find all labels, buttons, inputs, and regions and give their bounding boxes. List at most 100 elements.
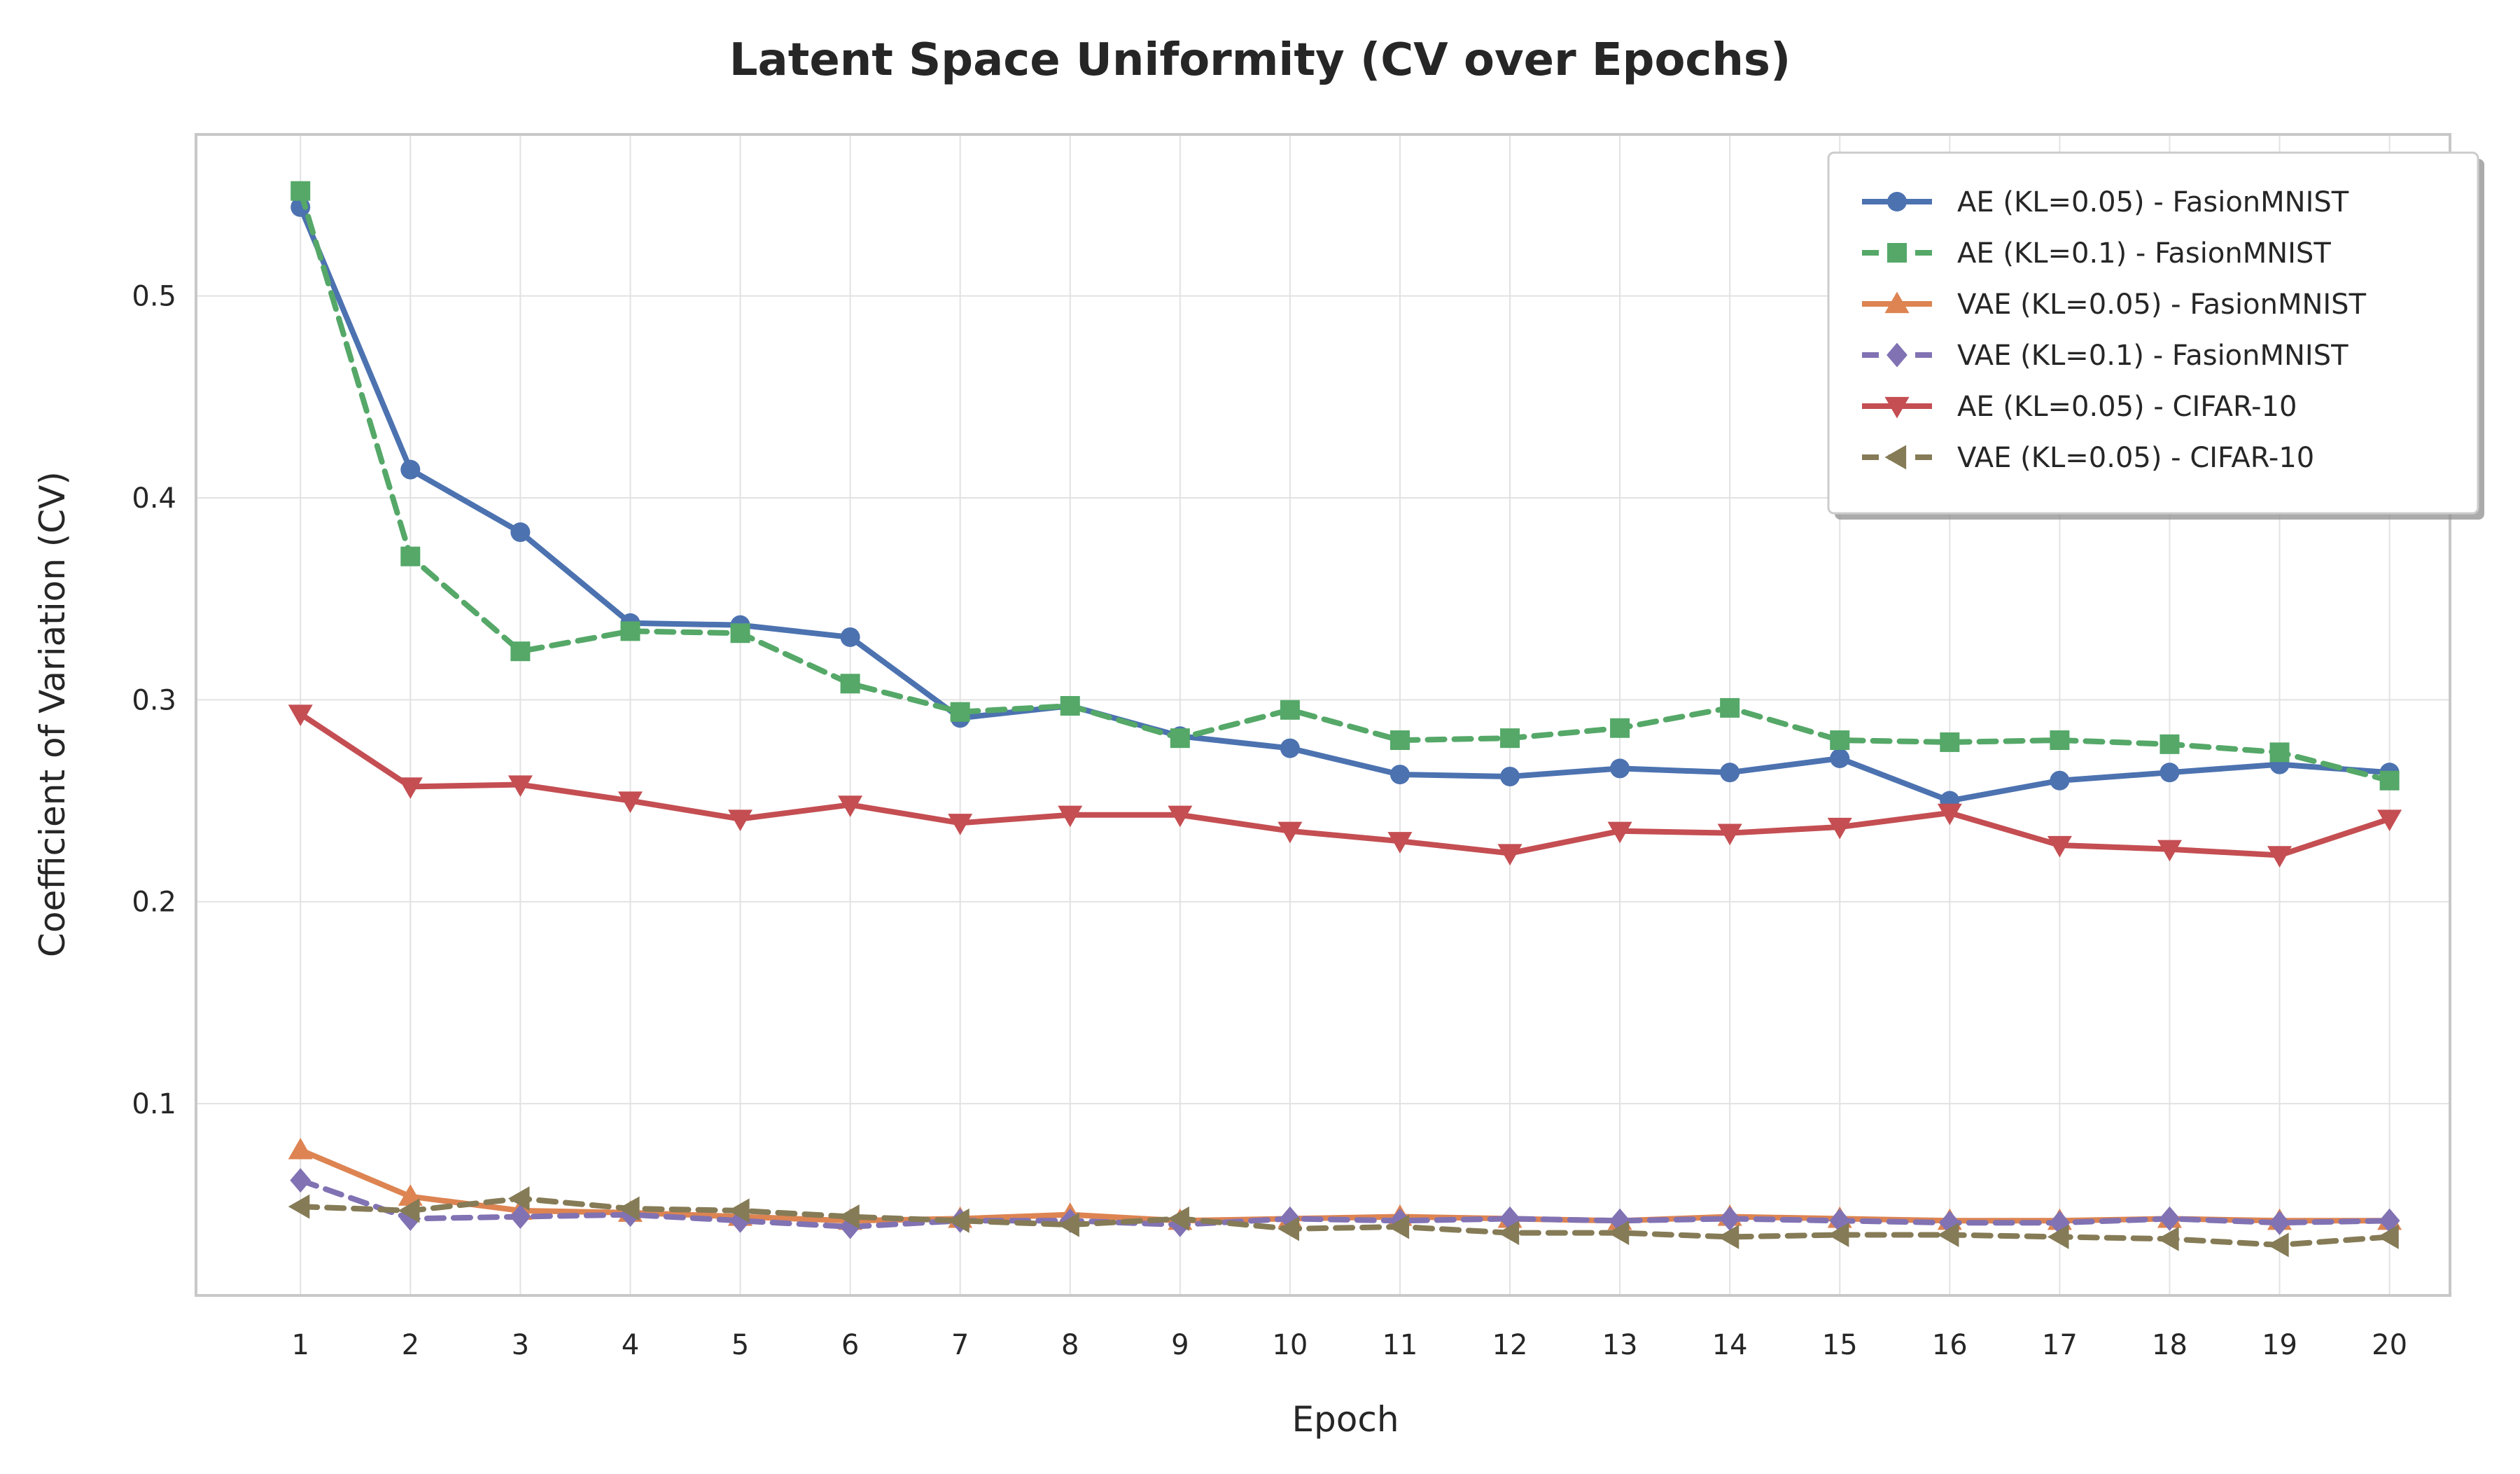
- legend-marker: [1884, 445, 1907, 470]
- data-point: [840, 627, 860, 647]
- legend-item: VAE (KL=0.05) - CIFAR-10: [1862, 442, 2314, 474]
- x-tick-label: 4: [622, 1329, 639, 1361]
- series-line: [298, 1147, 2393, 1224]
- data-point: [1278, 1216, 1300, 1242]
- data-point: [1170, 728, 1190, 749]
- legend-label: AE (KL=0.05) - CIFAR-10: [1957, 391, 2297, 423]
- legend-item: AE (KL=0.05) - CIFAR-10: [1862, 391, 2297, 423]
- data-point: [288, 1194, 310, 1219]
- data-point: [288, 1137, 313, 1160]
- data-point: [948, 814, 973, 835]
- x-tick-label: 12: [1492, 1329, 1528, 1361]
- legend-marker: [1886, 342, 1907, 368]
- x-tick-label: 18: [2152, 1329, 2188, 1361]
- data-point: [1719, 1206, 1741, 1231]
- legend-label: VAE (KL=0.05) - FasionMNIST: [1957, 288, 2367, 321]
- data-point: [2047, 835, 2072, 858]
- legend-box: [1827, 151, 2479, 515]
- data-point: [1390, 765, 1410, 785]
- x-tick-label: 5: [732, 1329, 749, 1361]
- data-point: [510, 641, 531, 662]
- data-point: [290, 181, 311, 201]
- data-point: [290, 1168, 312, 1193]
- data-point: [730, 623, 750, 644]
- data-point: [2269, 1210, 2290, 1235]
- data-point: [2047, 1224, 2069, 1249]
- y-tick-label: 0.4: [132, 482, 176, 515]
- x-tick-label: 9: [1171, 1329, 1189, 1361]
- x-tick-label: 15: [1822, 1329, 1858, 1361]
- data-point: [2160, 763, 2180, 783]
- legend-marker: [1887, 192, 1907, 211]
- data-point: [1607, 821, 1632, 844]
- data-point: [1058, 1212, 1079, 1237]
- series-6: [288, 1186, 2399, 1258]
- plot-frame: [195, 133, 2451, 1297]
- chart-title: Latent Space Uniformity (CV over Epochs): [729, 34, 1791, 86]
- data-point: [948, 1208, 969, 1233]
- data-point: [2267, 1232, 2289, 1258]
- legend-marker: [1887, 243, 1907, 263]
- data-point: [507, 775, 533, 797]
- x-tick-label: 7: [951, 1329, 969, 1361]
- legend-item: VAE (KL=0.1) - FasionMNIST: [1862, 340, 2348, 372]
- series-layer: [288, 181, 2402, 1258]
- data-point: [1827, 817, 1852, 840]
- x-tick-label: 14: [1712, 1329, 1748, 1361]
- data-point: [840, 674, 860, 694]
- data-point: [2267, 846, 2292, 868]
- data-point: [1717, 1224, 1740, 1249]
- data-point: [398, 1198, 420, 1223]
- data-point: [1168, 1206, 1189, 1231]
- data-point: [620, 621, 640, 641]
- series-line: [298, 711, 2393, 858]
- data-point: [1830, 730, 1850, 751]
- x-tick-label: 10: [1272, 1329, 1308, 1361]
- data-point: [728, 1198, 750, 1223]
- x-tick-label: 2: [402, 1329, 419, 1361]
- data-point: [1058, 805, 1083, 828]
- x-tick-label: 8: [1061, 1329, 1079, 1361]
- series-line: [298, 1195, 2393, 1248]
- data-point: [1500, 728, 1520, 749]
- data-point: [1940, 732, 1960, 752]
- data-point: [2379, 1208, 2400, 1233]
- data-point: [1610, 718, 1630, 738]
- data-point: [507, 1186, 530, 1211]
- data-point: [1830, 748, 1850, 768]
- data-point: [1497, 844, 1522, 866]
- data-point: [1720, 763, 1740, 783]
- legend-label: VAE (KL=0.1) - FasionMNIST: [1957, 340, 2348, 372]
- x-tick-label: 20: [2372, 1329, 2407, 1361]
- y-tick-label: 0.3: [132, 684, 176, 716]
- legend: AE (KL=0.05) - FasionMNIST AE (KL=0.1) - …: [1827, 151, 2484, 520]
- data-point: [1717, 823, 1742, 846]
- x-tick-label: 11: [1382, 1329, 1418, 1361]
- y-axis-label: Coefficient of Variation (CV): [32, 471, 73, 957]
- data-point: [1497, 1221, 1520, 1246]
- series-line: [298, 204, 2393, 804]
- legend-item: AE (KL=0.1) - FasionMNIST: [1862, 237, 2331, 270]
- data-point: [1937, 1222, 1959, 1247]
- data-point: [2160, 734, 2180, 754]
- data-point: [288, 704, 313, 727]
- legend-marker: [1884, 396, 1910, 419]
- data-point: [2377, 809, 2402, 831]
- data-point: [1607, 1221, 1630, 1246]
- legend-label: VAE (KL=0.05) - CIFAR-10: [1957, 442, 2314, 474]
- y-tick-label: 0.5: [132, 281, 176, 313]
- data-point: [1390, 730, 1410, 751]
- data-point: [838, 795, 863, 817]
- x-axis-label: Epoch: [1292, 1399, 1399, 1440]
- y-tick-label: 0.2: [132, 887, 176, 919]
- data-point: [1720, 697, 1740, 718]
- data-point: [1280, 738, 1300, 758]
- data-point: [398, 777, 423, 799]
- data-point: [2159, 1206, 2180, 1231]
- series-5: [288, 704, 2402, 868]
- data-point: [2269, 742, 2290, 763]
- series-2: [290, 181, 2400, 791]
- x-tick-label: 1: [291, 1329, 309, 1361]
